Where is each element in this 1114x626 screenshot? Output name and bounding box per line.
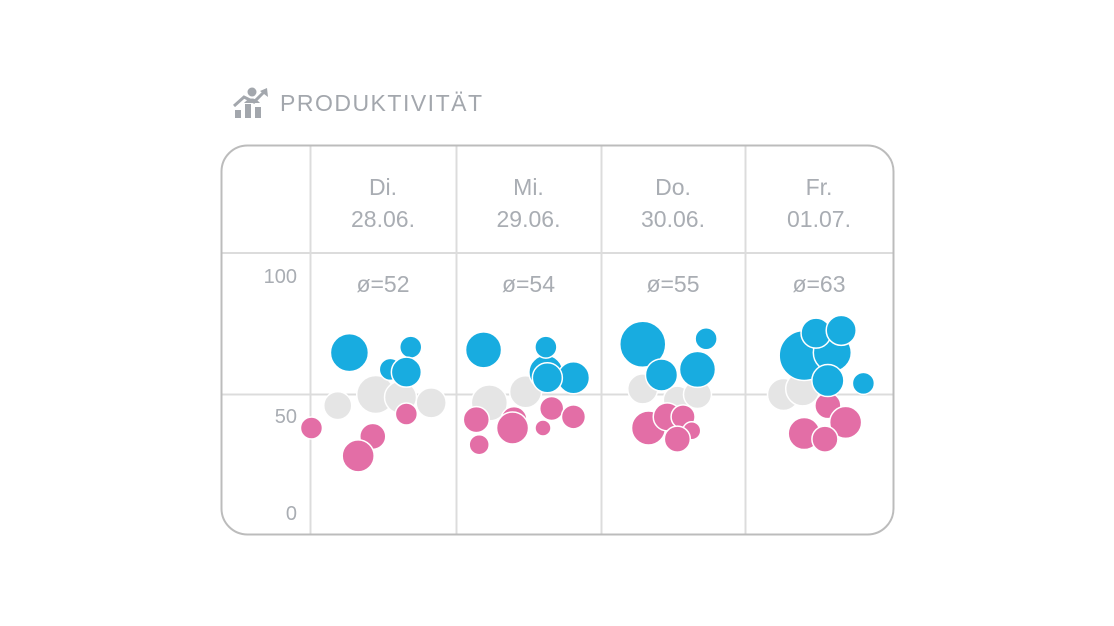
bubble-high <box>811 363 845 398</box>
bubble-high <box>619 320 667 369</box>
day-weekday-label: Mi. <box>513 174 544 200</box>
labels: 0 50 100 Di. 28.06. ø=52 Mi. 29.06. ø=54 Do. 30.06… <box>264 174 851 525</box>
bubble-high <box>644 358 679 392</box>
bubble-mid <box>322 390 353 421</box>
bubble-low <box>462 405 491 434</box>
bubble-low <box>534 419 552 437</box>
day-average-label: ø=52 <box>356 271 409 297</box>
day-average-label: ø=54 <box>502 271 555 297</box>
bubble-mid <box>415 387 447 419</box>
chart-header: PRODUKTIVITÄT <box>232 86 484 120</box>
bubble-low <box>811 425 839 453</box>
bubble-high <box>851 371 876 396</box>
chart-frame <box>220 144 895 536</box>
y-tick-label: 100 <box>264 266 297 288</box>
bubble-high <box>531 362 564 394</box>
bubble-low <box>663 425 692 453</box>
bubble-low <box>468 433 490 456</box>
day-weekday-label: Di. <box>369 174 397 200</box>
bubble-high <box>678 350 717 389</box>
bubble-high <box>464 331 503 369</box>
bubble-low <box>538 395 565 422</box>
day-date-label: 30.06. <box>641 206 705 232</box>
productivity-chart-icon <box>232 87 268 118</box>
day-average-label: ø=55 <box>646 271 699 297</box>
day-date-label: 28.06. <box>351 206 415 232</box>
bubbles <box>299 314 876 473</box>
bubble-high <box>329 332 370 373</box>
icon-bar <box>235 110 241 118</box>
bubble-high <box>390 356 423 388</box>
y-tick-label: 50 <box>275 406 297 428</box>
chart-title: PRODUKTIVITÄT <box>280 89 484 116</box>
day-average-label: ø=63 <box>792 271 845 297</box>
day-date-label: 29.06. <box>497 206 561 232</box>
icon-person-head <box>247 87 257 97</box>
bubble-low <box>560 404 587 430</box>
bubble-low <box>828 405 863 440</box>
day-date-label: 01.07. <box>787 206 851 232</box>
bubble-low <box>394 402 419 426</box>
bubble-high <box>694 326 718 351</box>
icon-bar <box>245 104 251 118</box>
y-tick-label: 0 <box>286 503 297 525</box>
bubble-low <box>341 439 375 473</box>
bubble-high <box>534 335 558 359</box>
icon-arrow-head <box>260 88 268 97</box>
day-weekday-label: Do. <box>655 174 691 200</box>
bubble-high <box>398 335 423 359</box>
icon-trend-arrow <box>232 89 267 108</box>
bubble-low <box>299 416 324 440</box>
bubble-high <box>825 314 857 347</box>
day-weekday-label: Fr. <box>806 174 833 200</box>
icon-bar <box>255 107 261 118</box>
bubble-low <box>495 411 530 445</box>
